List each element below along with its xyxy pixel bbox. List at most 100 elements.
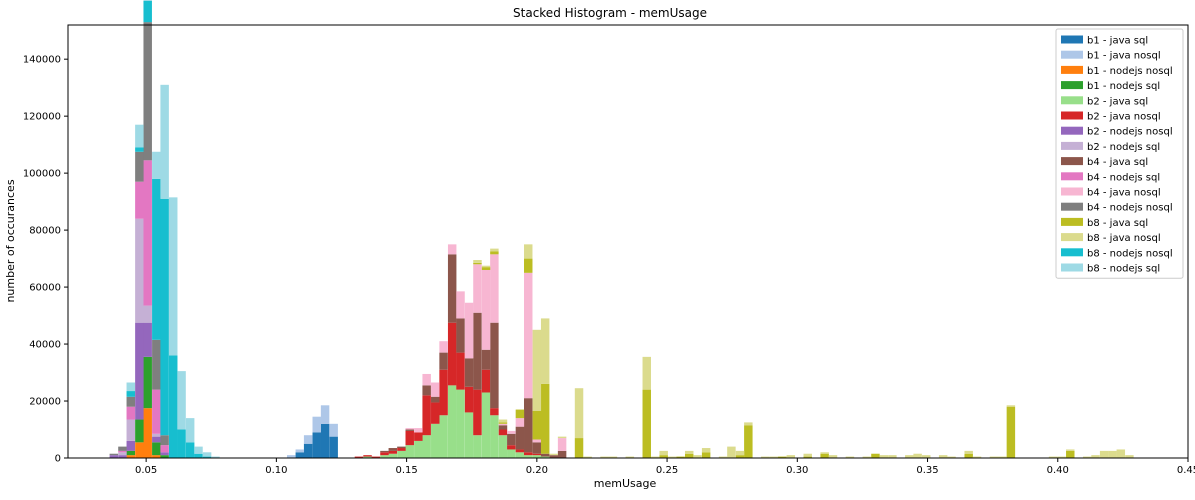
histogram-bar: [507, 430, 516, 434]
histogram-bar: [126, 382, 136, 392]
histogram-bar: [126, 419, 136, 441]
histogram-bar: [194, 453, 203, 458]
histogram-bar: [303, 443, 313, 458]
histogram-bar: [143, 0, 152, 23]
x-tick-label: 0.30: [786, 465, 808, 476]
histogram-bar: [532, 439, 542, 443]
histogram-bar: [964, 453, 973, 458]
histogram-bar: [329, 423, 338, 437]
histogram-bar: [524, 272, 533, 399]
histogram-bar: [1108, 450, 1117, 458]
histogram-bar: [862, 456, 872, 458]
histogram-bar: [329, 436, 338, 458]
histogram-bar: [447, 322, 457, 386]
legend-swatch: [1061, 65, 1083, 74]
histogram-bar: [152, 455, 161, 458]
histogram-bar: [1006, 405, 1016, 407]
histogram-bar: [135, 124, 144, 148]
legend-label: b4 - java sql: [1087, 157, 1148, 168]
series-7: [109, 322, 169, 458]
histogram-bar: [185, 418, 195, 443]
histogram-bar: [473, 262, 482, 265]
legend-swatch: [1061, 96, 1083, 105]
histogram-bar: [583, 456, 592, 458]
histogram-bar: [735, 450, 745, 456]
histogram-bar: [397, 450, 406, 458]
histogram-bar: [439, 341, 448, 353]
histogram-bar: [431, 382, 440, 397]
histogram-bar: [135, 322, 144, 420]
histogram-bar: [701, 448, 711, 453]
histogram-bar: [473, 260, 482, 263]
legend-swatch: [1061, 217, 1083, 226]
histogram-bar: [498, 422, 508, 424]
histogram-bar: [456, 318, 465, 353]
x-tick-label: 0.05: [135, 465, 157, 476]
histogram-bar: [431, 396, 440, 403]
histogram-bar: [498, 435, 508, 458]
histogram-bar: [160, 445, 169, 453]
histogram-bar: [152, 151, 161, 179]
histogram-bar: [447, 385, 457, 458]
histogram-bar: [659, 450, 668, 456]
x-axis: 0.05 0.10 0.15 0.20 0.25 0.30 0.35 0.40 0.45: [135, 458, 1195, 476]
histogram-bar: [761, 456, 770, 458]
histogram-bar: [574, 438, 584, 458]
histogram-bar: [152, 436, 161, 443]
x-axis-label: memUsage: [594, 477, 657, 490]
histogram-bar: [642, 356, 651, 390]
series-11: [405, 244, 567, 451]
x-tick-label: 0.35: [916, 465, 938, 476]
histogram-bar: [169, 197, 178, 356]
histogram-bar: [481, 265, 491, 268]
histogram-bar: [1057, 456, 1066, 458]
legend-swatch: [1061, 50, 1083, 59]
histogram-bar: [507, 433, 516, 446]
y-tick-label: 40000: [29, 340, 61, 351]
y-tick-label: 100000: [23, 169, 61, 180]
series-12: [109, 22, 169, 456]
histogram-bar: [143, 0, 152, 1]
histogram-bar: [524, 452, 533, 456]
histogram-bar: [879, 455, 889, 458]
histogram-bar: [414, 440, 423, 458]
histogram-bar: [532, 411, 542, 440]
histogram-bar: [989, 456, 999, 458]
legend-label: b8 - java sql: [1087, 218, 1148, 229]
legend-swatch: [1061, 248, 1083, 257]
histogram-bar: [515, 409, 525, 419]
histogram-bar: [135, 147, 144, 152]
histogram-bar: [202, 456, 212, 458]
histogram-bar: [540, 318, 550, 384]
histogram-bar: [498, 429, 508, 436]
legend-label: b2 - java nosql: [1087, 112, 1161, 123]
legend-swatch: [1061, 35, 1083, 44]
histogram-bar: [744, 422, 753, 426]
series-10: [118, 160, 169, 453]
histogram-bar: [668, 456, 677, 458]
histogram-bar: [828, 455, 838, 458]
histogram-bar: [913, 453, 922, 458]
series-5: [363, 385, 550, 458]
series-3: [126, 408, 161, 458]
histogram-bar: [1082, 456, 1092, 458]
legend-label: b2 - nodejs nosql: [1087, 127, 1173, 138]
histogram-bar: [397, 446, 406, 449]
histogram-bar: [143, 22, 152, 161]
histogram-bar: [143, 305, 152, 323]
histogram-bar: [540, 453, 550, 457]
histogram-bar: [515, 426, 525, 450]
histogram-bar: [676, 456, 685, 458]
histogram-bar: [312, 416, 321, 433]
histogram-bar: [464, 302, 474, 359]
histogram-bar: [126, 406, 136, 420]
histogram-bar: [380, 450, 389, 453]
histogram-bar: [473, 389, 482, 436]
histogram-bar: [380, 455, 389, 458]
histogram-bar: [143, 408, 152, 458]
histogram-bar: [600, 456, 609, 458]
histogram-bar: [388, 448, 398, 451]
histogram-bar: [659, 455, 668, 458]
